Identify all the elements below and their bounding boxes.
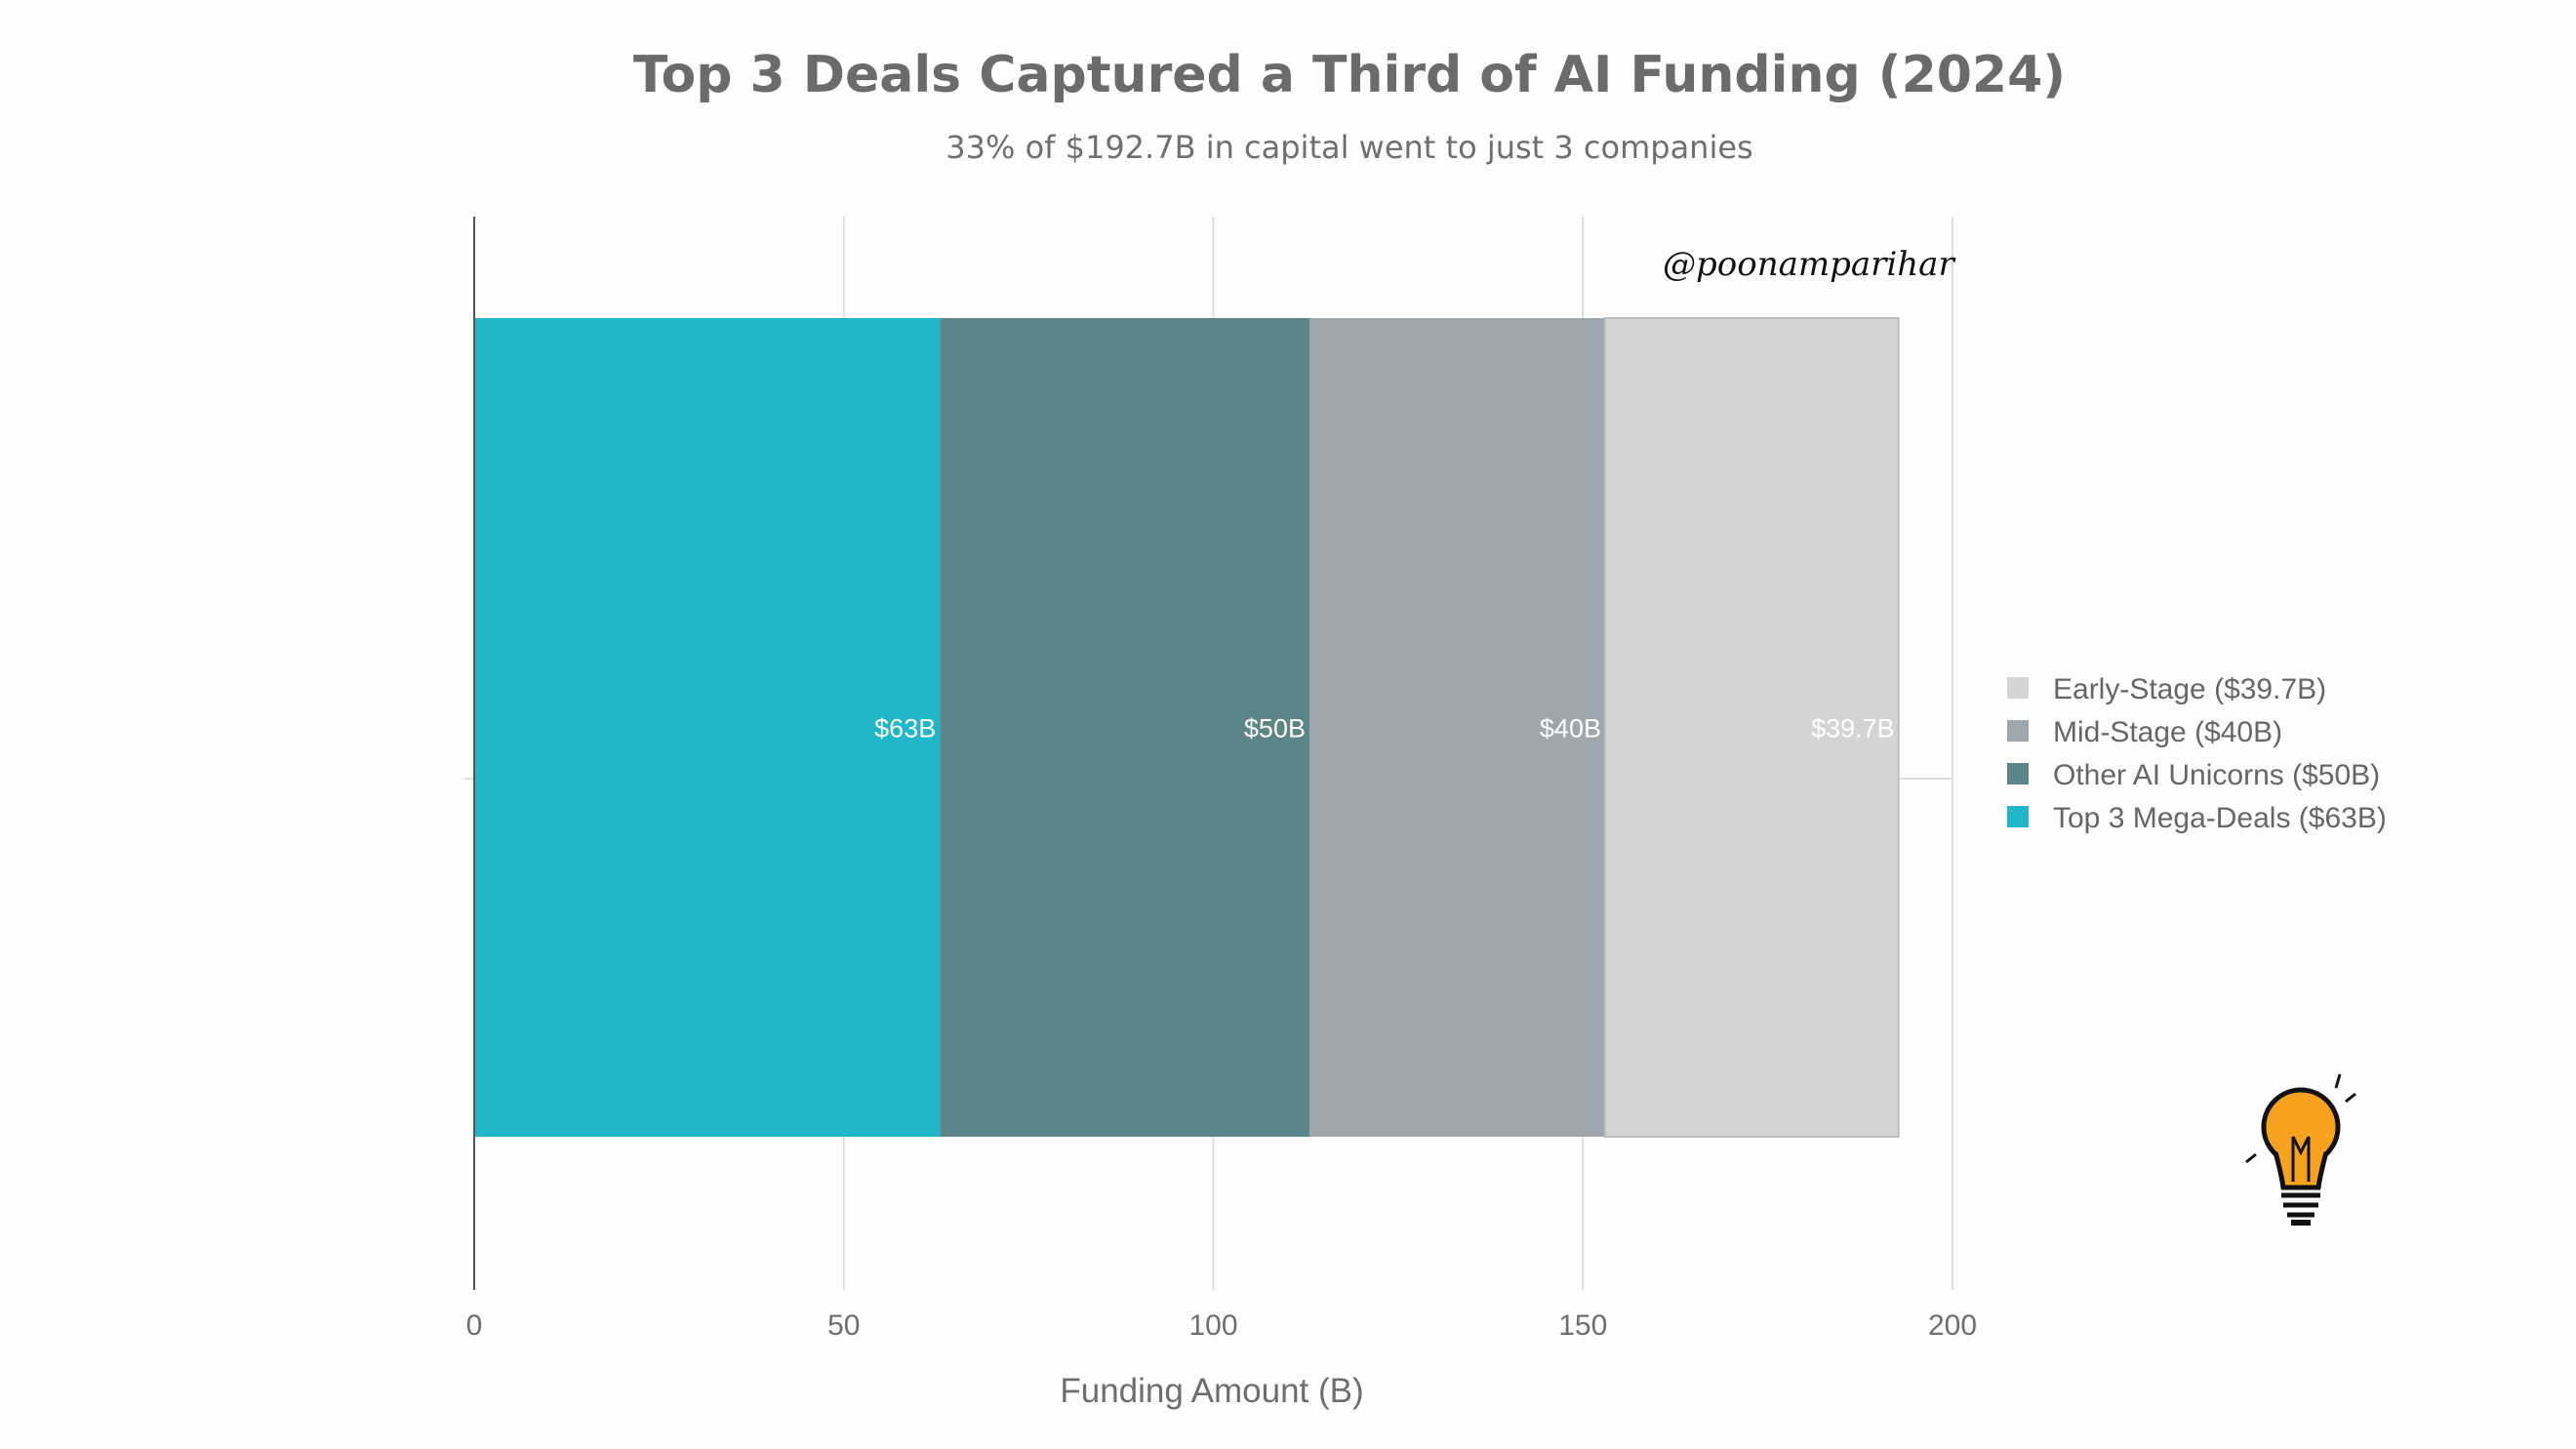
x-tick-label-0: 0 xyxy=(466,1309,483,1342)
legend-label-4: Top 3 Mega-Deals ($63B) xyxy=(2053,802,2387,834)
bar-segment-2 xyxy=(940,318,1309,1137)
x-tick-label-150: 150 xyxy=(1558,1309,1607,1342)
bar-segment-1 xyxy=(474,318,941,1137)
chart-subtitle: 33% of $192.7B in capital went to just 3… xyxy=(946,129,1752,166)
legend-swatch-3 xyxy=(2007,763,2029,785)
x-tick-label-50: 50 xyxy=(827,1309,860,1342)
x-tick-label-200: 200 xyxy=(1928,1309,1977,1342)
bar-segments: $63B $50B $40B $39.7B xyxy=(474,317,1900,1138)
legend-label-2: Mid-Stage ($40B) xyxy=(2053,716,2282,748)
bar-segment-3 xyxy=(1308,318,1605,1137)
legend-swatch-4 xyxy=(2007,806,2029,827)
legend-label-1: Early-Stage ($39.7B) xyxy=(2053,673,2326,705)
bar-value-label-4: $39.7B xyxy=(1811,714,1895,744)
bar-value-label-2: $50B xyxy=(1244,714,1306,744)
legend-swatch-2 xyxy=(2007,720,2029,742)
bar-segment-4 xyxy=(1603,317,1900,1138)
lightbulb-icon xyxy=(2245,1073,2356,1226)
legend-label-3: Other AI Unicorns ($50B) xyxy=(2053,759,2380,791)
legend: Early-Stage ($39.7B) Mid-Stage ($40B) Othe… xyxy=(2007,673,2387,834)
x-tick-label-100: 100 xyxy=(1188,1309,1237,1342)
x-axis-title: Funding Amount (B) xyxy=(1060,1372,1363,1410)
bar-value-label-1: $63B xyxy=(874,714,936,744)
x-axis: 0 50 100 150 200 xyxy=(466,217,1977,1342)
legend-swatch-1 xyxy=(2007,677,2029,699)
watermark-handle: @poonamparihar xyxy=(1663,245,1955,284)
bar-value-label-3: $40B xyxy=(1540,714,1601,744)
chart-title: Top 3 Deals Captured a Third of AI Fundi… xyxy=(633,46,2066,104)
